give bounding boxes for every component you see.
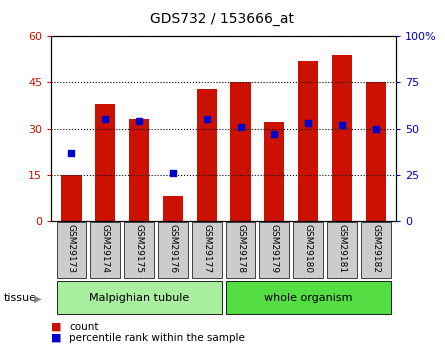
- FancyBboxPatch shape: [327, 222, 357, 278]
- Bar: [61, 175, 81, 221]
- Point: [304, 120, 311, 126]
- Text: GSM29177: GSM29177: [202, 224, 211, 274]
- Point: [68, 150, 75, 155]
- FancyBboxPatch shape: [158, 222, 188, 278]
- FancyBboxPatch shape: [90, 222, 120, 278]
- FancyBboxPatch shape: [192, 222, 222, 278]
- Point: [136, 118, 143, 124]
- Point: [372, 126, 379, 131]
- Bar: [95, 104, 115, 221]
- Text: GSM29175: GSM29175: [134, 224, 144, 274]
- Text: tissue: tissue: [4, 294, 36, 303]
- Text: GSM29180: GSM29180: [303, 224, 313, 274]
- Text: count: count: [69, 322, 98, 332]
- Text: GSM29179: GSM29179: [270, 224, 279, 274]
- FancyBboxPatch shape: [361, 222, 391, 278]
- Point: [237, 124, 244, 129]
- FancyBboxPatch shape: [259, 222, 289, 278]
- Bar: [231, 82, 251, 221]
- Bar: [129, 119, 149, 221]
- Text: GDS732 / 153666_at: GDS732 / 153666_at: [150, 12, 295, 26]
- Text: GSM29178: GSM29178: [236, 224, 245, 274]
- Text: GSM29182: GSM29182: [371, 224, 380, 273]
- Point: [203, 117, 210, 122]
- Bar: [298, 61, 318, 221]
- Bar: [163, 196, 183, 221]
- FancyBboxPatch shape: [57, 222, 86, 278]
- FancyBboxPatch shape: [293, 222, 323, 278]
- Text: percentile rank within the sample: percentile rank within the sample: [69, 333, 245, 343]
- Text: GSM29174: GSM29174: [101, 224, 110, 273]
- FancyBboxPatch shape: [226, 222, 255, 278]
- Bar: [366, 82, 386, 221]
- Text: ▶: ▶: [34, 294, 41, 304]
- FancyBboxPatch shape: [57, 281, 222, 314]
- Bar: [332, 55, 352, 221]
- Text: GSM29181: GSM29181: [337, 224, 347, 274]
- FancyBboxPatch shape: [124, 222, 154, 278]
- Text: GSM29173: GSM29173: [67, 224, 76, 274]
- Bar: [197, 89, 217, 221]
- Text: Malpighian tubule: Malpighian tubule: [89, 293, 189, 303]
- Point: [170, 170, 177, 176]
- Text: whole organism: whole organism: [264, 293, 352, 303]
- FancyBboxPatch shape: [226, 281, 391, 314]
- Bar: [264, 122, 284, 221]
- Text: ■: ■: [51, 333, 62, 343]
- Text: GSM29176: GSM29176: [168, 224, 178, 274]
- Point: [271, 131, 278, 137]
- Point: [102, 117, 109, 122]
- Point: [338, 122, 345, 128]
- Text: ■: ■: [51, 322, 62, 332]
